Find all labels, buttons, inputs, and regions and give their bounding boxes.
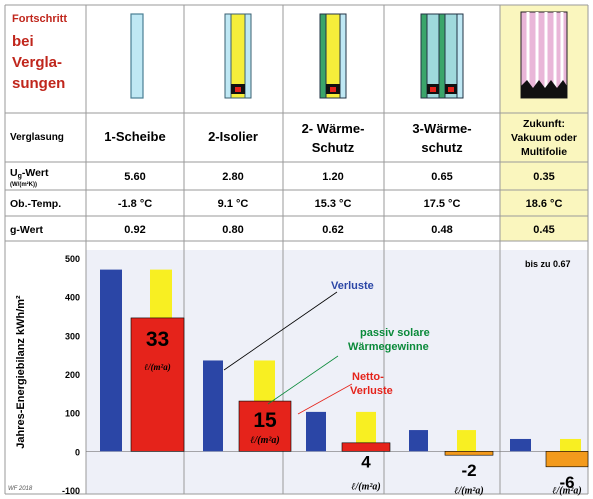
row-label-ug-unit: (W/(m²K)) xyxy=(10,181,37,188)
verluste-leader-line xyxy=(223,291,338,371)
title-line-4: sungen xyxy=(12,75,65,92)
g-value-1: 0.92 xyxy=(124,224,145,236)
bar-verluste xyxy=(306,411,326,452)
bar-solar-gains xyxy=(457,430,476,452)
glass-icon-3-waermeschutz xyxy=(420,13,464,99)
annotation-verluste: Verluste xyxy=(331,280,374,292)
glass-icon-1-scheibe xyxy=(130,13,144,99)
annotation-netto-line-2: Verluste xyxy=(350,385,393,397)
annotation-bis-zu: bis zu 0.67 xyxy=(525,259,571,269)
annotation-netto-line-1: Netto- xyxy=(352,371,384,383)
temp-value-4: 17.5 °C xyxy=(424,198,461,210)
row-label-temp: Ob.-Temp. xyxy=(10,198,61,210)
passiv-leader-line xyxy=(267,355,339,405)
y-tick-label: -100 xyxy=(62,486,80,496)
annotation-passiv-line-1: passiv solare xyxy=(360,327,430,339)
temp-value-3: 15.3 °C xyxy=(315,198,352,210)
y-tick-label: 400 xyxy=(65,293,80,303)
net-unit-label: ℓ/(m²a) xyxy=(552,485,582,496)
col-header-4-line-2: schutz xyxy=(421,140,463,155)
net-unit-label: ℓ/(m²a) xyxy=(351,481,381,492)
net-value-label: 33 xyxy=(146,328,169,351)
ug-value-4: 0.65 xyxy=(431,171,452,183)
bar-verluste xyxy=(409,430,428,452)
temp-value-5: 18.6 °C xyxy=(526,198,563,210)
y-tick-label: 100 xyxy=(65,409,80,419)
title-line-3: Vergla- xyxy=(12,54,62,71)
net-value-label: 15 xyxy=(253,409,277,432)
bar-netto-verluste xyxy=(238,400,292,452)
bar-verluste xyxy=(203,360,223,452)
bar-netto-verluste xyxy=(130,317,185,452)
ug-value-1: 5.60 xyxy=(124,171,145,183)
y-axis-label: Jahres-Energiebilanz kWh/m² xyxy=(15,295,27,449)
credit-label: WF 2018 xyxy=(8,486,33,492)
net-labels-layer: 33ℓ/(m²a)15ℓ/(m²a)4ℓ/(m²a)-2ℓ/(m²a) -6ℓ/(… xyxy=(144,328,582,496)
col-header-1: 1-Scheibe xyxy=(104,129,165,144)
bars-layer xyxy=(100,269,589,468)
net-value-label: -2 xyxy=(461,461,476,480)
row-label-ug: Ug-Wert xyxy=(10,167,49,180)
net-value-label: -6 xyxy=(559,473,574,492)
ug-value-3: 1.20 xyxy=(322,171,343,183)
net-unit-label: ℓ/(m²a) xyxy=(144,362,171,372)
temp-value-2: 9.1 °C xyxy=(218,198,249,210)
glass-icon-future xyxy=(520,11,568,99)
net-unit-label: ℓ/(m²a) xyxy=(250,435,280,446)
bar-netto-verluste xyxy=(444,451,494,456)
glass-icon-2-waermeschutz xyxy=(319,13,347,99)
ug-value-2: 2.80 xyxy=(222,171,243,183)
y-tick-label: 300 xyxy=(65,331,80,341)
glass-icon-2-isolier xyxy=(224,13,252,99)
table-grid xyxy=(4,4,589,495)
bar-netto-verluste xyxy=(545,451,589,468)
title-line-2: bei xyxy=(12,33,34,50)
bar-netto-verluste xyxy=(341,442,391,452)
g-value-3: 0.62 xyxy=(322,224,343,236)
netto-leader-line xyxy=(297,383,353,415)
bar-verluste xyxy=(510,438,531,452)
col-header-3-line-2: Schutz xyxy=(312,140,355,155)
bar-solar-gains xyxy=(560,438,581,452)
y-tick-label: 200 xyxy=(65,370,80,380)
row-label-verglasung: Verglasung xyxy=(10,132,64,143)
ug-value-5: 0.35 xyxy=(533,171,554,183)
row-label-g: g-Wert xyxy=(10,224,44,236)
y-tick-label: 500 xyxy=(65,254,80,264)
temp-value-1: -1.8 °C xyxy=(118,198,152,210)
g-value-5: 0.45 xyxy=(533,224,554,236)
col-header-5-line-3: Multifolie xyxy=(521,146,567,158)
bar-verluste xyxy=(100,269,122,452)
title-line-1: Fortschritt xyxy=(12,13,67,25)
net-unit-label: ℓ/(m²a) xyxy=(454,485,484,496)
y-tick-label: 0 xyxy=(75,447,80,457)
net-value-label: 4 xyxy=(361,452,371,471)
col-header-5-line-2: Vakuum oder xyxy=(511,132,577,144)
annotation-passiv-line-2: Wärmegewinne xyxy=(348,341,429,353)
g-value-2: 0.80 xyxy=(222,224,243,236)
bar-solar-gains xyxy=(356,411,376,452)
col-header-3-line-1: 2- Wärme- xyxy=(302,121,365,136)
col-header-5-line-1: Zukunft: xyxy=(523,118,565,130)
g-value-4: 0.48 xyxy=(431,224,452,236)
col-header-4-line-1: 3-Wärme- xyxy=(412,121,471,136)
col-header-2: 2-Isolier xyxy=(208,129,258,144)
